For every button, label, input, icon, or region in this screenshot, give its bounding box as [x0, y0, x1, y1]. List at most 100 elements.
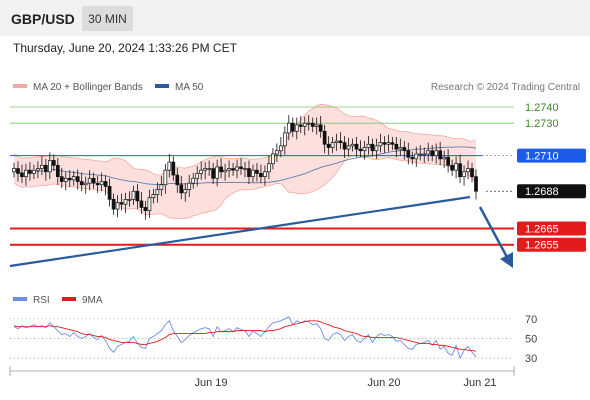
timeframe-button[interactable]: 30 MIN	[82, 6, 133, 31]
candle	[211, 162, 215, 184]
candle	[63, 171, 68, 191]
candle	[47, 152, 52, 180]
candle	[119, 193, 124, 211]
candle-body-down	[119, 202, 124, 205]
candle	[215, 159, 219, 187]
candle-body-down	[390, 142, 395, 145]
candle-body-up	[127, 198, 132, 201]
candle-body-up	[294, 124, 299, 132]
candle-body-down	[326, 143, 331, 148]
candle-body-down	[143, 207, 148, 212]
candle	[434, 143, 439, 164]
candle	[346, 137, 351, 157]
rsi-level-label-70: 70	[525, 314, 537, 326]
candle	[171, 156, 176, 181]
price-level-label-5: 1.2655	[525, 240, 559, 252]
legend-swatch-rsi-ma	[62, 297, 76, 301]
candle	[306, 115, 311, 131]
price-level-label-0: 1.2740	[525, 102, 559, 114]
candle-body-up	[330, 142, 335, 148]
candle	[99, 172, 104, 192]
candle-body-up	[187, 182, 192, 190]
candle-body-down	[95, 182, 100, 186]
candle-body-up	[378, 142, 383, 147]
candle-body-up	[83, 182, 88, 186]
candle	[251, 164, 255, 183]
candle	[67, 170, 72, 188]
candle	[87, 170, 92, 191]
bollinger-band-fill	[14, 104, 476, 219]
price-level-label-1: 1.2730	[525, 118, 559, 130]
candle	[374, 138, 379, 159]
candle-body-up	[123, 198, 128, 205]
candle-body-up	[203, 168, 208, 171]
candle	[294, 117, 299, 140]
candle-body-down	[406, 150, 411, 158]
candle	[71, 170, 76, 186]
candle-body-down	[175, 174, 180, 186]
x-axis: Jun 19 Jun 20 Jun 21	[9, 366, 515, 389]
candle-body-up	[263, 171, 267, 178]
candle-body-down	[179, 184, 184, 194]
candle	[20, 164, 24, 184]
candle-body-up	[191, 177, 196, 184]
candle	[394, 136, 399, 158]
candle	[155, 182, 160, 203]
candle-body-up	[422, 153, 427, 156]
candle	[382, 136, 387, 154]
candle	[203, 162, 208, 180]
rsi-level-label-50: 50	[525, 334, 537, 346]
candle-body-up	[159, 184, 164, 190]
candle-body-down	[450, 164, 454, 171]
candle	[378, 133, 383, 153]
candle-body-up	[366, 143, 371, 148]
candle	[326, 136, 331, 155]
candle	[302, 116, 307, 136]
candle	[219, 158, 223, 179]
candle-body-up	[199, 169, 204, 174]
candle	[454, 156, 458, 179]
candle	[235, 159, 239, 179]
candle	[243, 162, 247, 178]
candle	[227, 160, 231, 178]
candle-body-down	[239, 166, 243, 169]
candle-body-down	[44, 164, 48, 173]
candle	[366, 136, 371, 155]
candle-body-up	[155, 189, 160, 195]
candle-body-down	[171, 161, 176, 176]
candles-layer	[12, 115, 478, 220]
candle-body-up	[374, 145, 379, 152]
candle-body-up	[32, 169, 36, 174]
candle	[267, 155, 271, 180]
price-level-box-2	[517, 148, 586, 163]
chart-datetime: Thursday, June 20, 2024 1:33:26 PM CET	[13, 41, 237, 55]
x-tick-label: Jun 21	[463, 377, 496, 389]
candle	[398, 138, 403, 156]
candle-body-down	[75, 176, 80, 182]
candle-body-up	[454, 163, 458, 171]
candle-body-up	[466, 168, 470, 173]
candle-body-up	[350, 143, 355, 147]
candle	[143, 200, 148, 220]
candle-body-up	[251, 169, 255, 178]
candle-body-down	[290, 122, 295, 132]
candle	[91, 172, 96, 189]
candle	[51, 154, 56, 171]
moving-average-layer	[13, 146, 477, 185]
candle-body-down	[20, 173, 24, 178]
candle-body-down	[358, 148, 363, 152]
candle-body-up	[434, 150, 439, 156]
candle	[450, 159, 454, 176]
rsi-ma-line	[13, 320, 477, 352]
candle-body-up	[462, 171, 466, 178]
candle	[167, 153, 172, 178]
rsi-line	[13, 316, 477, 360]
candle	[231, 162, 235, 176]
candle-body-down	[410, 156, 415, 160]
candle	[103, 175, 108, 196]
candle-body-up	[346, 145, 351, 150]
candle	[442, 150, 446, 168]
candle-body-down	[139, 200, 144, 208]
candle-body-down	[394, 143, 399, 150]
